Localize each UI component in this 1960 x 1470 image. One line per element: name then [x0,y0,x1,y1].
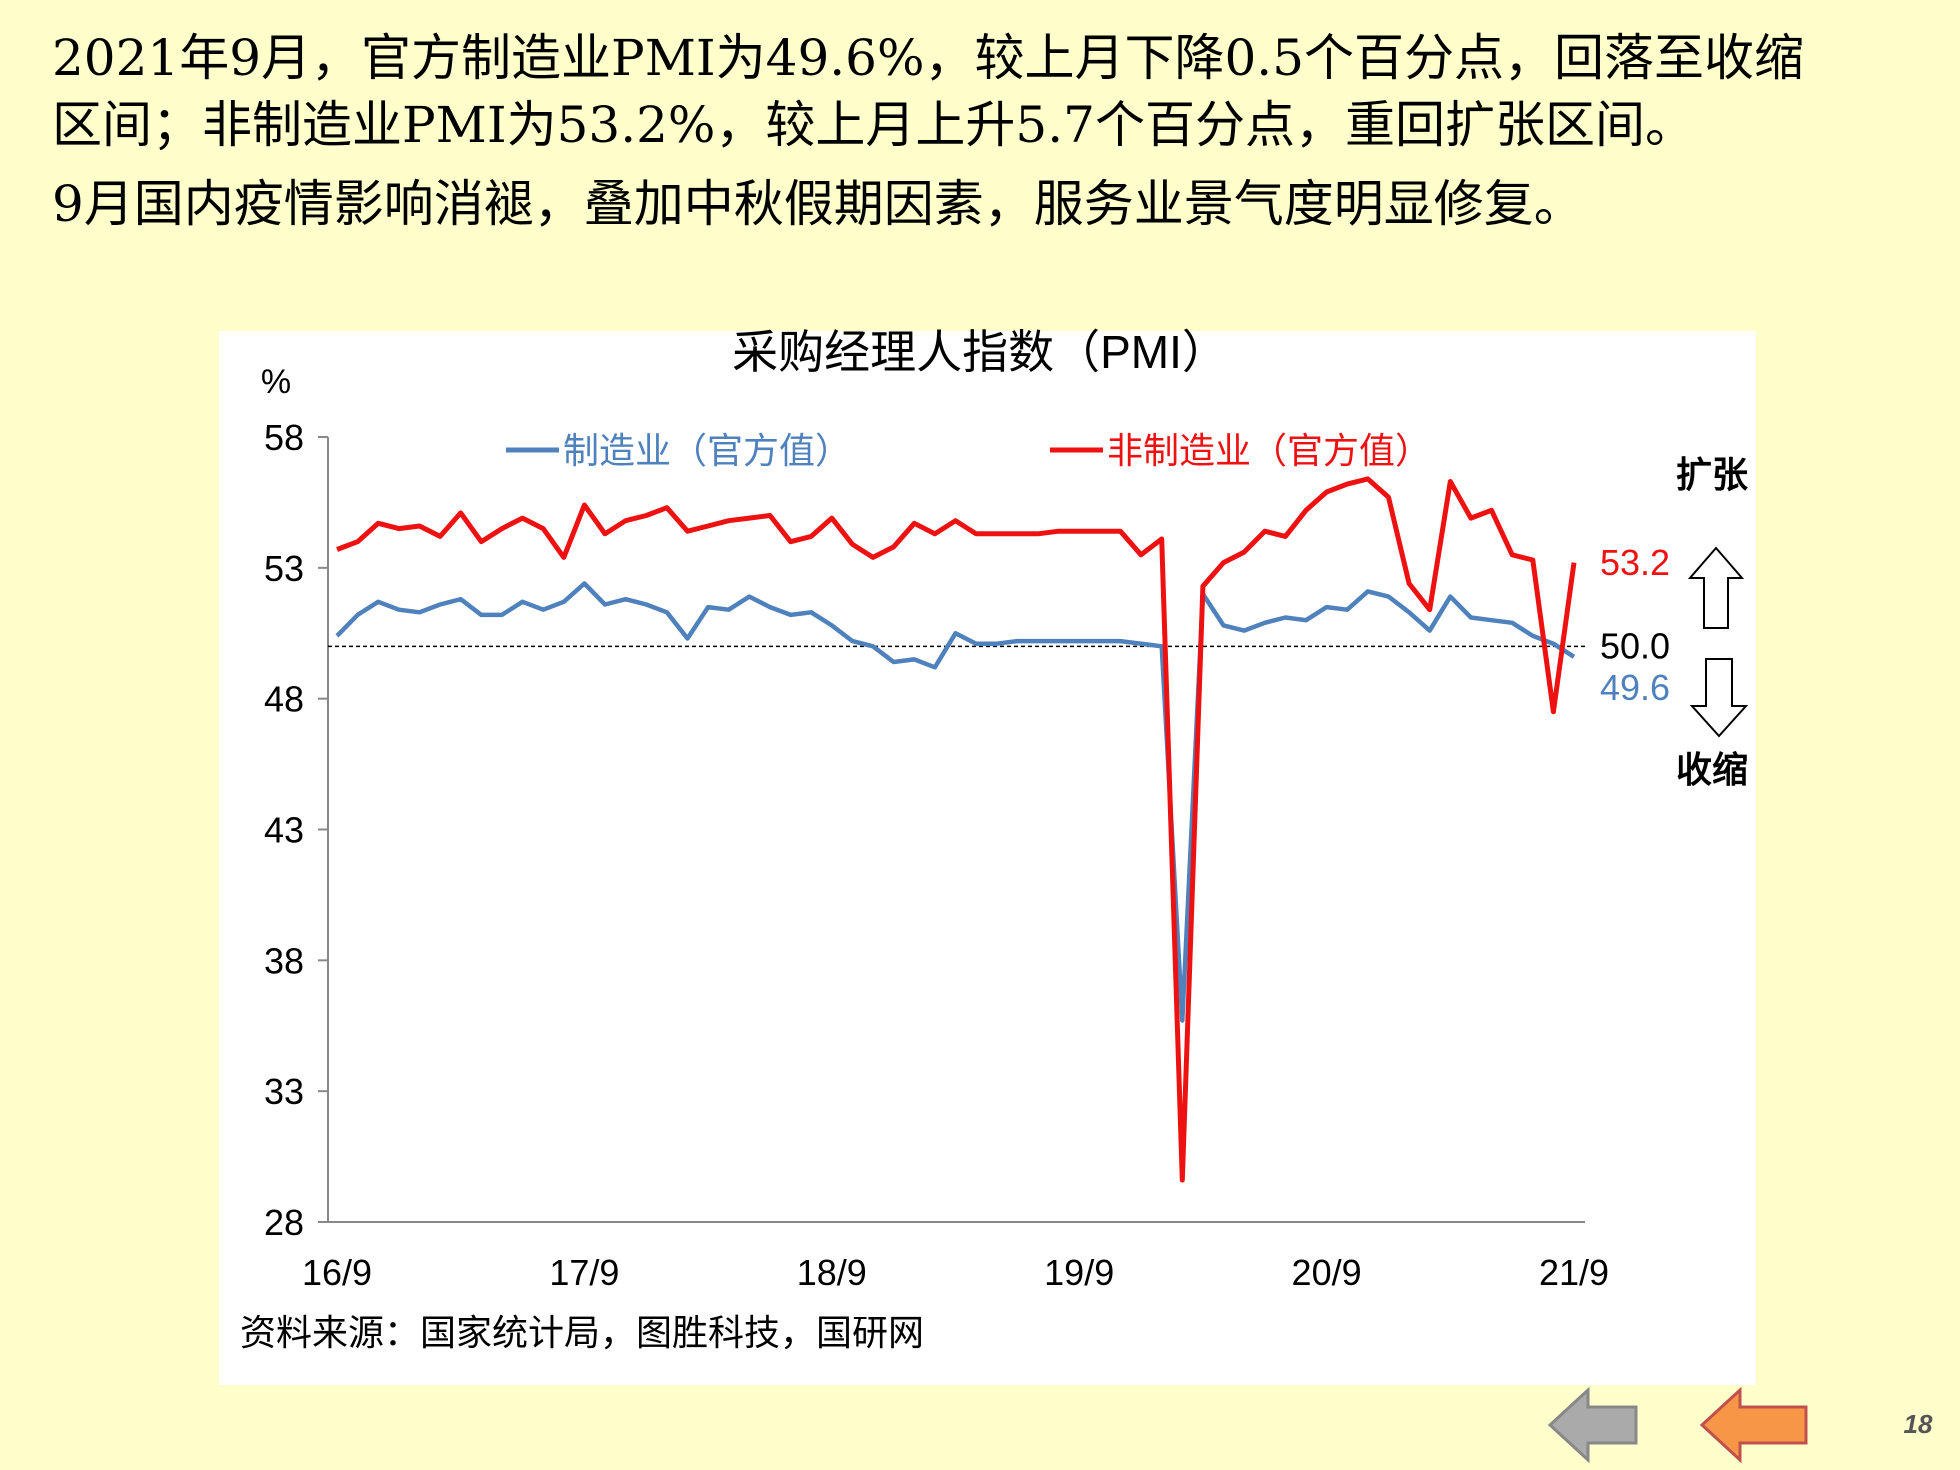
y-tick-label: 28 [264,1202,304,1243]
y-tick-label: 38 [264,940,304,981]
x-tick-label: 16/9 [302,1252,372,1293]
end-value-label: 53.2 [1600,542,1670,583]
y-tick-label: 48 [264,679,304,720]
heading-line: 2021年9月，官方制造业PMI为49.6%，较上月下降0.5个百分点，回落至收… [52,29,1805,87]
x-tick-label: 17/9 [549,1252,619,1293]
series-line [336,476,1577,1183]
heading-line: 区间；非制造业PMI为53.2%，较上月上升5.7个百分点，重回扩张区间。 [52,96,1695,154]
nav-prev-button[interactable] [1699,1386,1808,1464]
legend-label: 非制造业（官方值） [1107,430,1431,471]
up-arrow [1687,546,1745,629]
page-number: 18 [1904,1409,1933,1439]
x-tick-label: 21/9 [1539,1252,1609,1293]
y-tick-label: 33 [264,1071,304,1112]
y-axis-label: % [261,363,291,401]
y-tick-label: 53 [264,548,304,589]
y-tick-label: 58 [264,417,304,458]
x-tick-label: 19/9 [1044,1252,1114,1293]
chart-panel [219,331,1756,1385]
y-tick-label: 43 [264,810,304,851]
expansion-label: 扩张 [1676,454,1748,495]
reference-label: 50.0 [1600,625,1670,666]
legend-label: 制造业（官方值） [563,430,851,471]
x-tick-label: 20/9 [1292,1252,1362,1293]
heading-line: 9月国内疫情影响消褪，叠加中秋假期因素，服务业景气度明显修复。 [52,175,1584,233]
chart-title: 采购经理人指数（PMI） [732,326,1228,378]
nav-back-button[interactable] [1547,1386,1638,1464]
source-note: 资料来源：国家统计局，图胜科技，国研网 [240,1312,924,1353]
end-value-label: 49.6 [1600,667,1670,708]
contraction-label: 收缩 [1676,749,1748,790]
down-arrow [1689,658,1749,738]
series-line [335,581,1576,1023]
x-tick-label: 18/9 [797,1252,867,1293]
